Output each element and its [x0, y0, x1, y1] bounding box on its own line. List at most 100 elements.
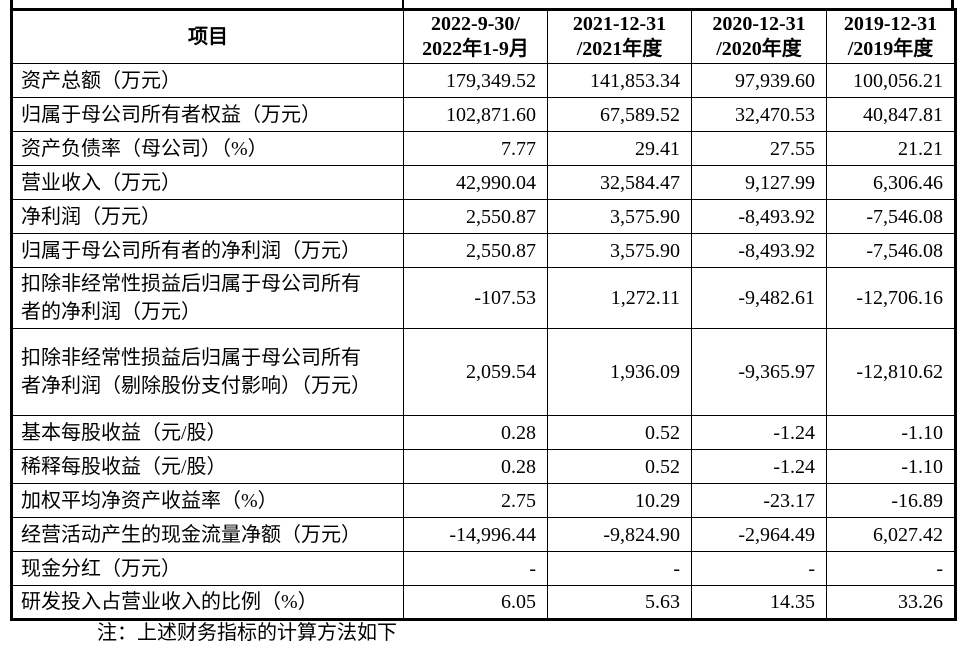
value-cell-2022: -107.53: [403, 267, 548, 329]
value-cell-2020: -: [691, 551, 827, 586]
border-remnant-right: [951, 0, 954, 8]
value-cell-2022: 2,550.87: [403, 233, 548, 268]
value-cell-2021: 1,272.11: [547, 267, 692, 329]
value-cell-2020: 14.35: [691, 585, 827, 620]
value-cell-2020: 97,939.60: [691, 63, 827, 98]
value-cell-2020: -8,493.92: [691, 233, 827, 268]
value-cell-2022: 179,349.52: [403, 63, 548, 98]
value-cell-2020: -9,482.61: [691, 267, 827, 329]
table-row: 稀释每股收益（元/股） 0.28 0.52 -1.24 -1.10: [11, 449, 956, 484]
header-period-line1: 2019-12-31: [843, 13, 938, 35]
value-cell-2020: -1.24: [691, 449, 827, 484]
row-label-cell: 资产总额（万元）: [11, 63, 404, 98]
header-period-2020: 2020-12-31 /2020年度: [691, 9, 827, 64]
value-cell-2021: 29.41: [547, 131, 692, 166]
value-cell-2022: 2,059.54: [403, 328, 548, 416]
header-item-label: 项目: [188, 25, 228, 48]
table-row: 经营活动产生的现金流量净额（万元） -14,996.44 -9,824.90 -…: [11, 517, 956, 552]
table-row: 营业收入（万元） 42,990.04 32,584.47 9,127.99 6,…: [11, 165, 956, 200]
row-label-cell: 归属于母公司所有者的净利润（万元）: [11, 233, 404, 268]
value-cell-2021: 67,589.52: [547, 97, 692, 132]
row-label-cell: 加权平均净资产收益率（%）: [11, 483, 404, 518]
table-row: 资产总额（万元） 179,349.52 141,853.34 97,939.60…: [11, 63, 956, 98]
row-label-cell: 扣除非经常性损益后归属于母公司所有者的净利润（万元）: [11, 267, 404, 329]
value-cell-2021: 0.52: [547, 449, 692, 484]
row-label-cell: 研发投入占营业收入的比例（%）: [11, 585, 404, 620]
row-label-cell: 稀释每股收益（元/股）: [11, 449, 404, 484]
row-label-cell: 净利润（万元）: [11, 199, 404, 234]
table-row: 归属于母公司所有者权益（万元） 102,871.60 67,589.52 32,…: [11, 97, 956, 132]
table-row: 归属于母公司所有者的净利润（万元） 2,550.87 3,575.90 -8,4…: [11, 233, 956, 268]
value-cell-2019: -: [826, 551, 956, 586]
header-period-line2: /2019年度: [847, 38, 934, 60]
value-cell-2021: 3,575.90: [547, 233, 692, 268]
value-cell-2021: 10.29: [547, 483, 692, 518]
value-cell-2019: 33.26: [826, 585, 956, 620]
header-period-line2: 2022年1-9月: [422, 38, 529, 60]
value-cell-2021: 32,584.47: [547, 165, 692, 200]
value-cell-2022: 0.28: [403, 415, 548, 450]
row-label-cell: 资产负债率（母公司）（%）: [11, 131, 404, 166]
value-cell-2019: -7,546.08: [826, 199, 956, 234]
value-cell-2020: -8,493.92: [691, 199, 827, 234]
financial-indicators-table: 项目 2022-9-30/ 2022年1-9月 2021-12-31 /2021…: [10, 8, 957, 621]
value-cell-2019: -16.89: [826, 483, 956, 518]
value-cell-2019: -1.10: [826, 415, 956, 450]
table-row: 加权平均净资产收益率（%） 2.75 10.29 -23.17 -16.89: [11, 483, 956, 518]
row-label-cell: 基本每股收益（元/股）: [11, 415, 404, 450]
value-cell-2022: 2,550.87: [403, 199, 548, 234]
value-cell-2021: 1,936.09: [547, 328, 692, 416]
header-period-2022: 2022-9-30/ 2022年1-9月: [403, 9, 548, 64]
border-remnant-divider: [402, 0, 404, 8]
value-cell-2022: 2.75: [403, 483, 548, 518]
header-period-line1: 2020-12-31: [712, 13, 806, 35]
table-row: 现金分红（万元） - - - -: [11, 551, 956, 586]
value-cell-2020: 32,470.53: [691, 97, 827, 132]
value-cell-2020: 9,127.99: [691, 165, 827, 200]
row-label-cell: 经营活动产生的现金流量净额（万元）: [11, 517, 404, 552]
value-cell-2022: -14,996.44: [403, 517, 548, 552]
row-label-cell: 归属于母公司所有者权益（万元）: [11, 97, 404, 132]
value-cell-2019: 6,027.42: [826, 517, 956, 552]
value-cell-2020: 27.55: [691, 131, 827, 166]
table-row: 研发投入占营业收入的比例（%） 6.05 5.63 14.35 33.26: [11, 585, 956, 620]
header-period-line2: /2021年度: [576, 38, 663, 60]
header-period-line1: 2022-9-30/: [431, 13, 520, 35]
value-cell-2021: 5.63: [547, 585, 692, 620]
value-cell-2021: 0.52: [547, 415, 692, 450]
value-cell-2019: -12,810.62: [826, 328, 956, 416]
row-label-cell: 现金分红（万元）: [11, 551, 404, 586]
table-row: 净利润（万元） 2,550.87 3,575.90 -8,493.92 -7,5…: [11, 199, 956, 234]
value-cell-2022: 7.77: [403, 131, 548, 166]
value-cell-2022: -: [403, 551, 548, 586]
value-cell-2021: -: [547, 551, 692, 586]
value-cell-2019: -12,706.16: [826, 267, 956, 329]
header-period-2019: 2019-12-31 /2019年度: [826, 9, 956, 64]
value-cell-2022: 42,990.04: [403, 165, 548, 200]
table-row: 扣除非经常性损益后归属于母公司所有者净利润（剔除股份支付影响）（万元） 2,05…: [11, 328, 956, 416]
value-cell-2019: 6,306.46: [826, 165, 956, 200]
value-cell-2020: -9,365.97: [691, 328, 827, 416]
value-cell-2021: -9,824.90: [547, 517, 692, 552]
value-cell-2019: -7,546.08: [826, 233, 956, 268]
value-cell-2019: -1.10: [826, 449, 956, 484]
value-cell-2019: 40,847.81: [826, 97, 956, 132]
table-row: 扣除非经常性损益后归属于母公司所有者的净利润（万元） -107.53 1,272…: [11, 267, 956, 329]
value-cell-2019: 21.21: [826, 131, 956, 166]
value-cell-2022: 6.05: [403, 585, 548, 620]
header-period-line2: /2020年度: [716, 38, 802, 60]
table-body: 资产总额（万元） 179,349.52 141,853.34 97,939.60…: [11, 63, 956, 620]
table-row: 基本每股收益（元/股） 0.28 0.52 -1.24 -1.10: [11, 415, 956, 450]
page-background: { "document": { "note": "注：上述财务指标的计算方法如下…: [10, 0, 957, 644]
table-header-row: 项目 2022-9-30/ 2022年1-9月 2021-12-31 /2021…: [11, 9, 956, 64]
value-cell-2019: 100,056.21: [826, 63, 956, 98]
value-cell-2022: 0.28: [403, 449, 548, 484]
row-label-cell: 营业收入（万元）: [11, 165, 404, 200]
value-cell-2021: 141,853.34: [547, 63, 692, 98]
value-cell-2020: -2,964.49: [691, 517, 827, 552]
value-cell-2022: 102,871.60: [403, 97, 548, 132]
footnote: 注：上述财务指标的计算方法如下: [97, 622, 397, 644]
header-item-column: 项目: [11, 9, 404, 64]
table-row: 资产负债率（母公司）（%） 7.77 29.41 27.55 21.21: [11, 131, 956, 166]
value-cell-2020: -23.17: [691, 483, 827, 518]
